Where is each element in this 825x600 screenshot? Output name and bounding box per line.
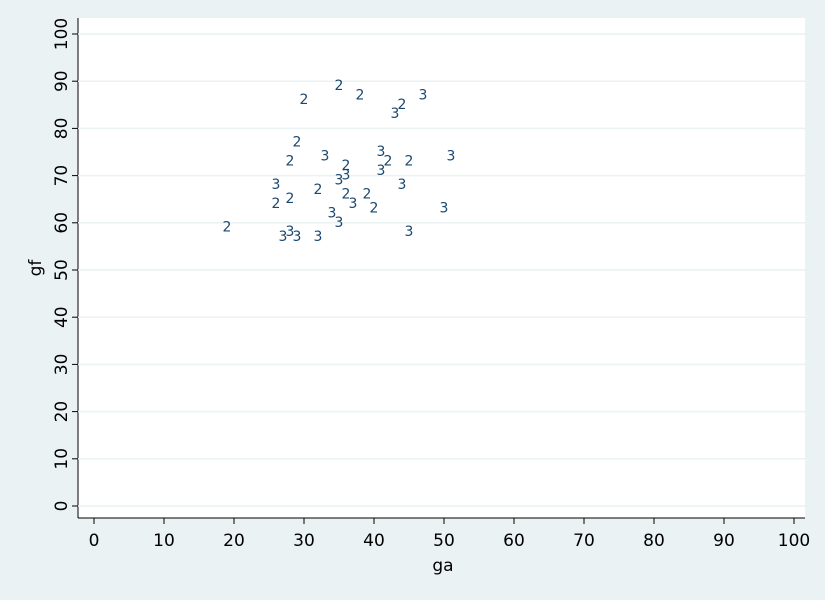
y-tick-label: 0 xyxy=(52,501,72,512)
point-label: 2 xyxy=(398,97,407,113)
y-axis-title: gf xyxy=(26,259,46,277)
point-label: 2 xyxy=(384,153,393,169)
y-tick-label: 40 xyxy=(52,306,72,328)
y-tick-label: 60 xyxy=(52,212,72,234)
x-tick-label: 70 xyxy=(573,531,595,551)
point-label: 3 xyxy=(398,177,407,193)
point-label: 3 xyxy=(335,172,344,188)
point-label: 3 xyxy=(279,229,288,245)
x-axis-title: ga xyxy=(432,556,453,576)
x-tick-label: 100 xyxy=(778,531,810,551)
point-label: 3 xyxy=(377,144,386,160)
point-label: 2 xyxy=(300,92,309,108)
point-label: 2 xyxy=(286,191,295,207)
point-label: 2 xyxy=(286,153,295,169)
x-tick-label: 0 xyxy=(89,531,100,551)
point-label: 3 xyxy=(272,177,281,193)
point-label: 3 xyxy=(419,87,428,103)
x-tick-label: 20 xyxy=(223,531,245,551)
point-label: 3 xyxy=(286,224,295,240)
point-label: 2 xyxy=(363,186,372,202)
y-tick-label: 10 xyxy=(52,448,72,470)
y-tick-label: 30 xyxy=(52,354,72,376)
point-label: 3 xyxy=(342,168,351,184)
point-label: 2 xyxy=(370,201,379,217)
point-label: 3 xyxy=(293,229,302,245)
point-label: 2 xyxy=(272,196,281,212)
point-label: 2 xyxy=(335,78,344,94)
x-tick-label: 40 xyxy=(363,531,385,551)
point-label: 3 xyxy=(447,149,456,165)
point-label: 3 xyxy=(377,163,386,179)
y-tick-label: 100 xyxy=(52,18,72,50)
point-label: 3 xyxy=(335,215,344,231)
point-label: 3 xyxy=(391,106,400,122)
point-label: 3 xyxy=(405,224,414,240)
point-label: 3 xyxy=(328,205,337,221)
point-label: 3 xyxy=(349,196,358,212)
x-tick-label: 80 xyxy=(643,531,665,551)
plot-area xyxy=(78,18,805,518)
x-tick-label: 30 xyxy=(293,531,315,551)
y-tick-label: 50 xyxy=(52,259,72,281)
point-label: 2 xyxy=(342,186,351,202)
y-tick-label: 80 xyxy=(52,118,72,140)
x-tick-label: 60 xyxy=(503,531,525,551)
point-label: 2 xyxy=(293,135,302,151)
point-label: 2 xyxy=(314,182,323,198)
y-tick-label: 70 xyxy=(52,165,72,187)
y-tick-label: 90 xyxy=(52,70,72,92)
point-label: 2 xyxy=(356,87,365,103)
point-label: 2 xyxy=(342,158,351,174)
y-tick-label: 20 xyxy=(52,401,72,423)
x-tick-label: 10 xyxy=(153,531,175,551)
x-tick-label: 50 xyxy=(433,531,455,551)
point-label: 2 xyxy=(223,220,232,236)
point-label: 3 xyxy=(321,149,330,165)
point-label: 2 xyxy=(405,153,414,169)
point-label: 3 xyxy=(314,229,323,245)
point-label: 3 xyxy=(440,201,449,217)
x-tick-label: 90 xyxy=(713,531,735,551)
